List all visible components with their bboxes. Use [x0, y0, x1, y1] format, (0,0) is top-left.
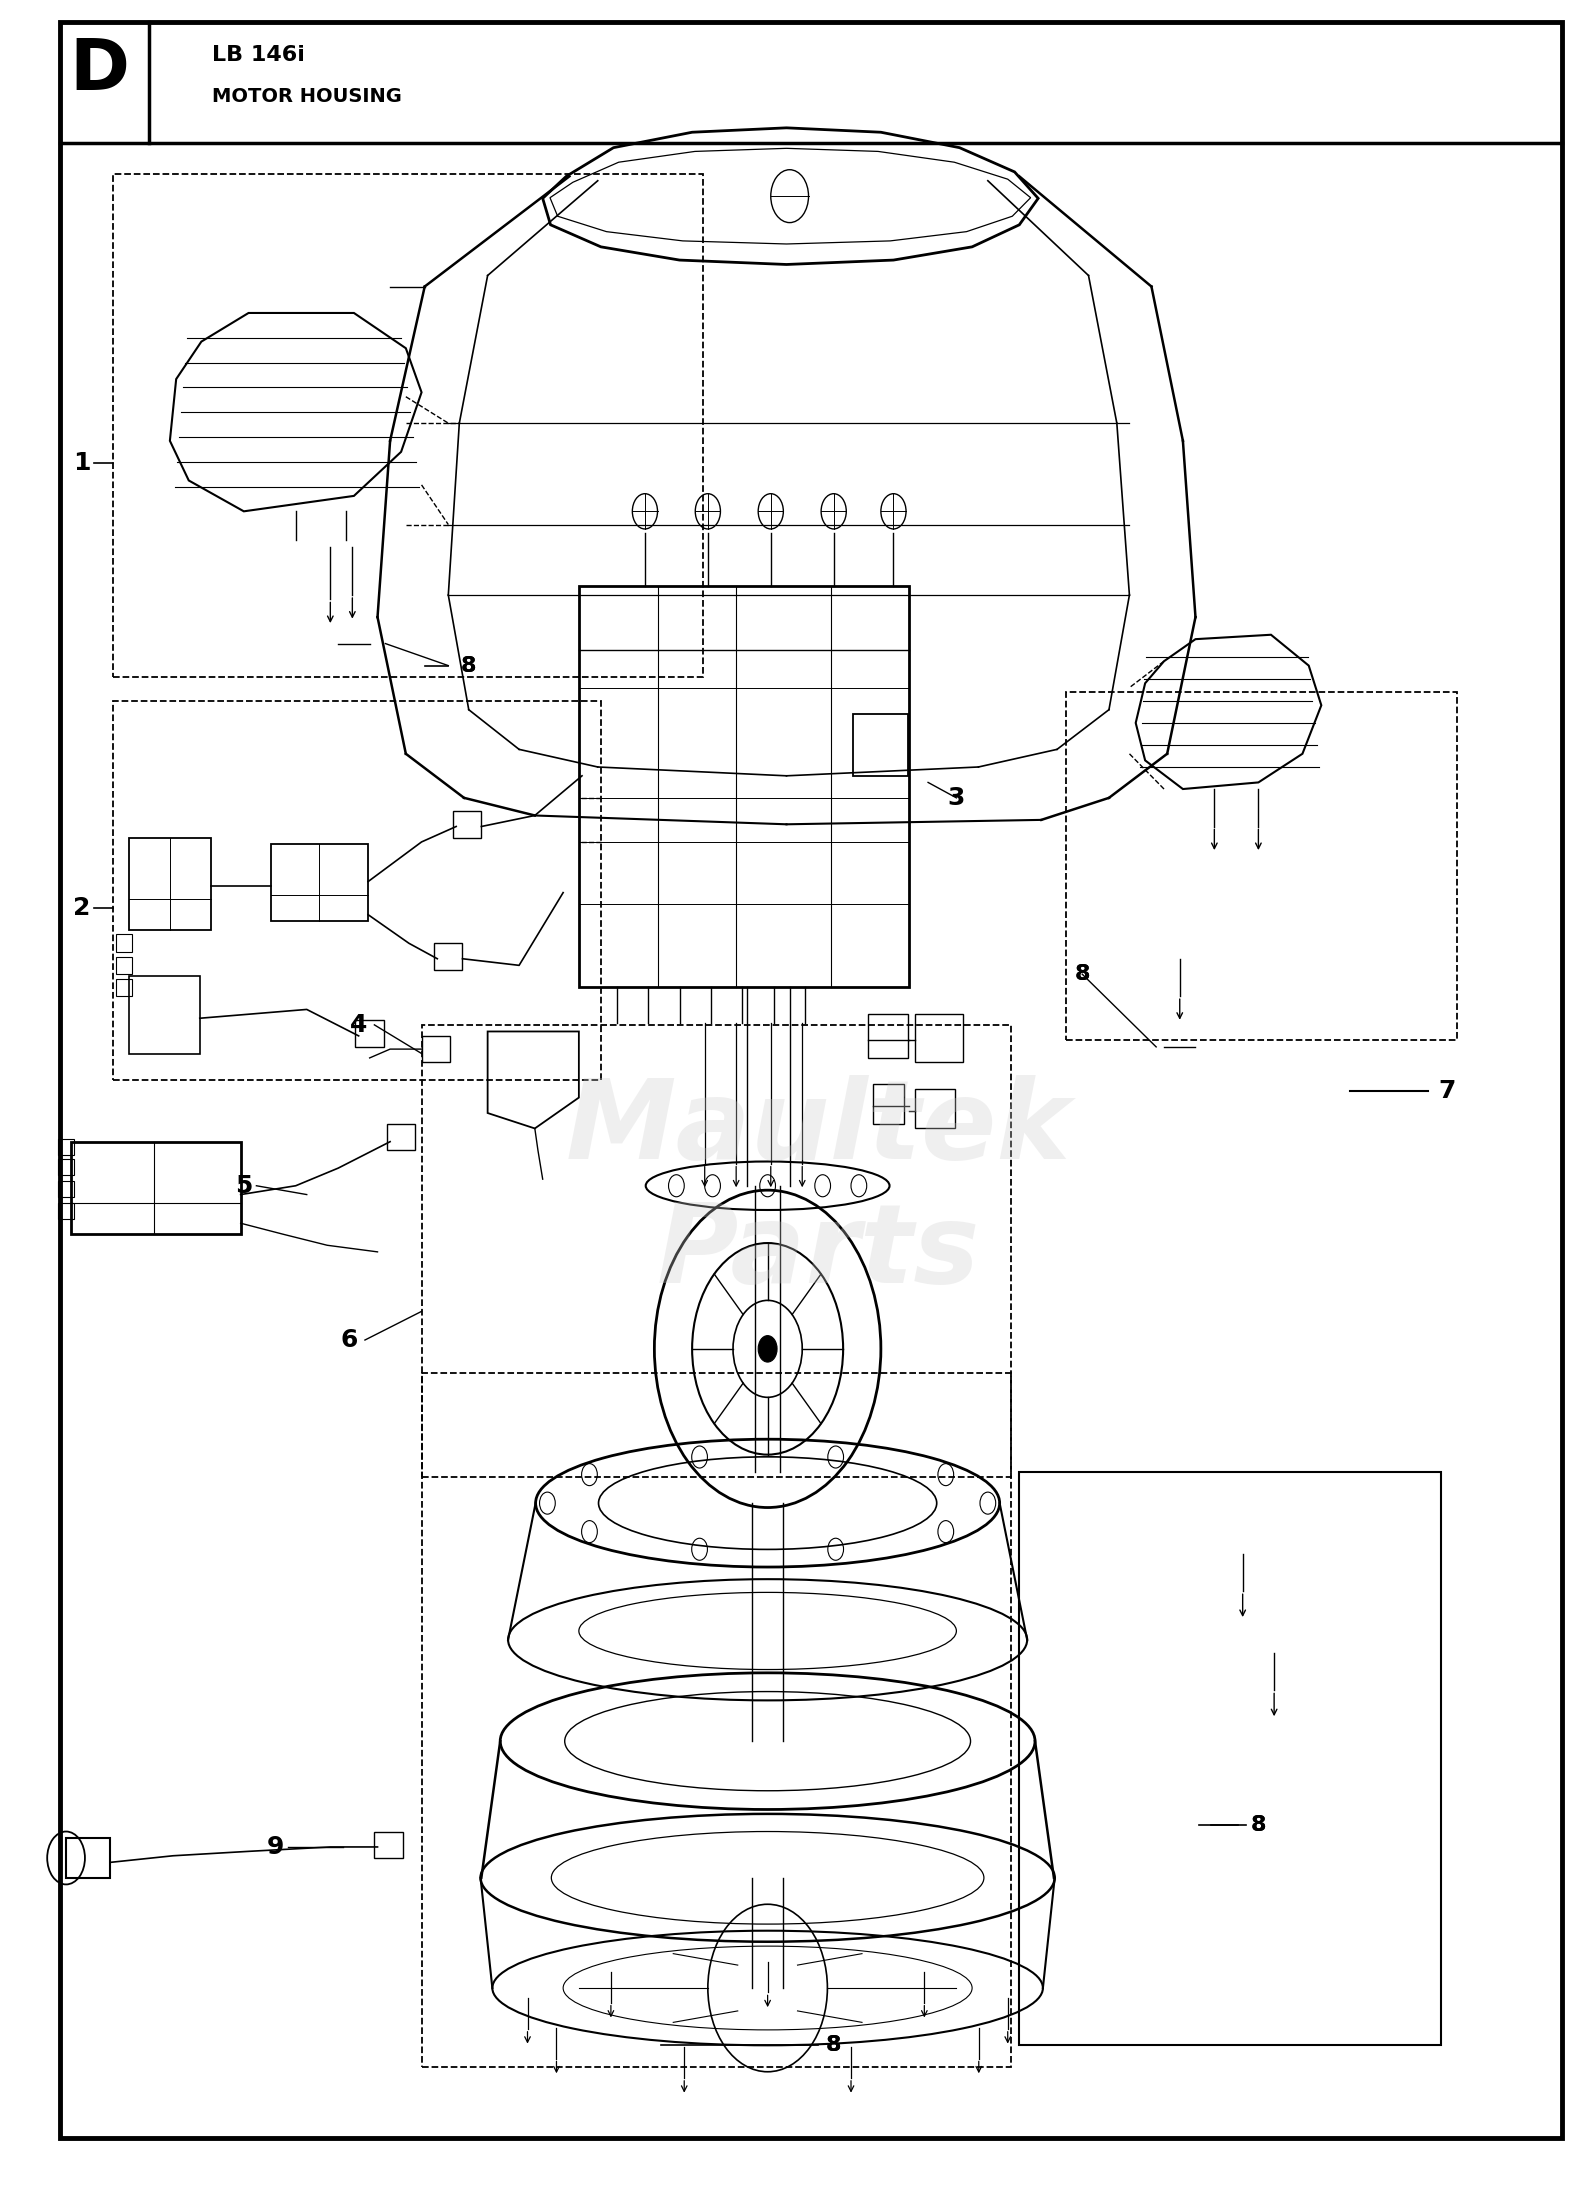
Bar: [129, 838, 211, 930]
Bar: [422, 1373, 1011, 2067]
Bar: [271, 844, 368, 921]
Text: 8: 8: [826, 2034, 842, 2056]
Bar: [129, 976, 200, 1054]
Bar: [58, 1203, 74, 1219]
Bar: [58, 1181, 74, 1197]
Text: 1: 1: [72, 452, 91, 474]
Bar: [915, 1014, 963, 1062]
Text: LB 146i: LB 146i: [212, 44, 305, 66]
Text: 8: 8: [826, 2034, 842, 2056]
Text: 5: 5: [234, 1175, 253, 1197]
Bar: [58, 1139, 74, 1155]
Bar: [387, 1124, 415, 1150]
Bar: [355, 1020, 384, 1047]
Bar: [113, 174, 703, 677]
Bar: [116, 979, 132, 996]
Text: 9: 9: [266, 1836, 285, 1858]
Text: 8: 8: [461, 655, 477, 677]
Bar: [374, 1832, 403, 1858]
Text: 8: 8: [1251, 1814, 1266, 1836]
Text: 3: 3: [947, 787, 966, 809]
Text: D: D: [69, 35, 129, 106]
Bar: [579, 586, 909, 987]
Bar: [453, 811, 481, 838]
Bar: [1019, 1472, 1441, 2045]
Text: 4: 4: [349, 1014, 368, 1036]
Text: 7: 7: [1438, 1080, 1457, 1102]
Bar: [434, 943, 462, 970]
Text: 8: 8: [1251, 1814, 1266, 1836]
Bar: [116, 957, 132, 974]
Bar: [873, 1084, 904, 1124]
Bar: [1066, 692, 1457, 1040]
Bar: [422, 1036, 450, 1062]
Bar: [868, 1014, 908, 1058]
Text: Maultek
Parts: Maultek Parts: [565, 1076, 1071, 1305]
Text: 6: 6: [340, 1329, 359, 1351]
Text: 8: 8: [461, 655, 477, 677]
Bar: [113, 701, 601, 1080]
Text: 8: 8: [1074, 963, 1090, 985]
Circle shape: [758, 1336, 777, 1362]
Text: MOTOR HOUSING: MOTOR HOUSING: [212, 88, 403, 106]
Bar: [422, 1025, 1011, 1477]
Bar: [58, 1159, 74, 1175]
Text: 8: 8: [1074, 963, 1090, 985]
Bar: [853, 714, 908, 776]
Bar: [66, 1838, 110, 1878]
Bar: [116, 934, 132, 952]
Bar: [71, 1142, 241, 1234]
Text: 2: 2: [72, 897, 91, 919]
Bar: [915, 1089, 955, 1128]
